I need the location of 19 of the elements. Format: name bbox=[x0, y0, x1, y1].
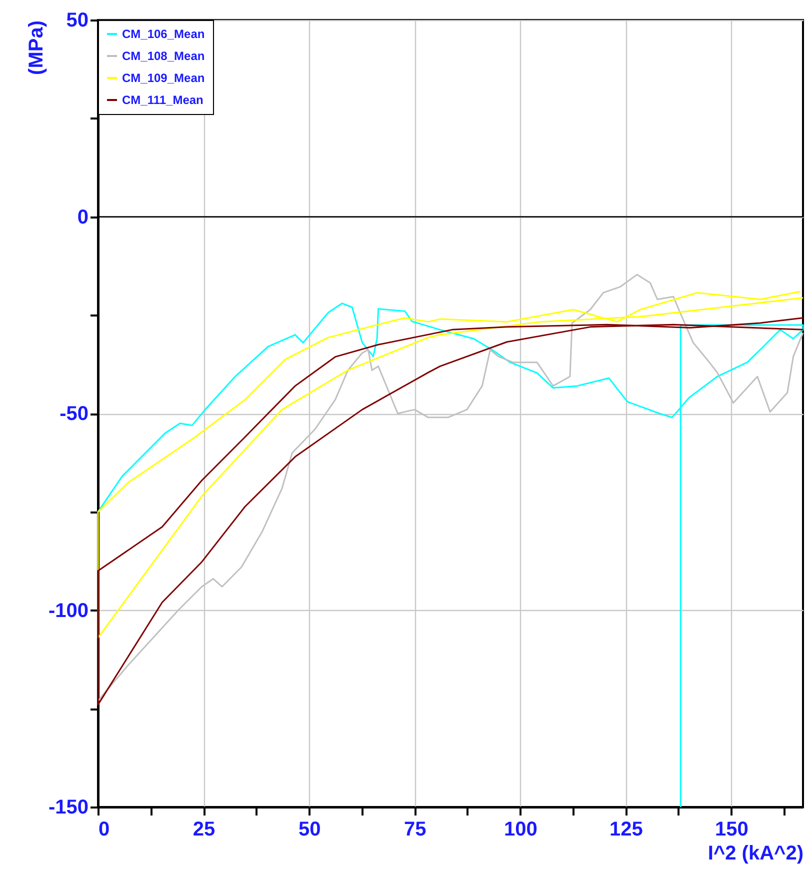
y-tick-label: -150 bbox=[48, 796, 88, 818]
legend-label: CM_106_Mean bbox=[122, 27, 205, 41]
x-tick-label: 125 bbox=[610, 818, 643, 840]
y-axis-title: (MPa) bbox=[25, 20, 48, 75]
legend-label: CM_108_Mean bbox=[122, 49, 205, 63]
x-tick-label: 100 bbox=[504, 818, 538, 840]
x-tick-label: 0 bbox=[98, 818, 110, 840]
y-tick-label: 50 bbox=[66, 10, 88, 32]
x-tick-label: 25 bbox=[192, 818, 216, 840]
legend-label: CM_109_Mean bbox=[122, 71, 205, 85]
x-axis-title: I^2 (kA^2) bbox=[708, 842, 804, 864]
x-tick-label: 50 bbox=[298, 818, 321, 840]
y-tick-label: -100 bbox=[48, 600, 88, 622]
y-tick-label: -50 bbox=[60, 403, 88, 425]
x-tick-label: 150 bbox=[715, 818, 748, 840]
legend-label: CM_111_Mean bbox=[122, 93, 204, 107]
line-series bbox=[97, 290, 804, 639]
x-tick-label: 75 bbox=[404, 818, 426, 840]
y-tick-label: 0 bbox=[77, 206, 88, 228]
